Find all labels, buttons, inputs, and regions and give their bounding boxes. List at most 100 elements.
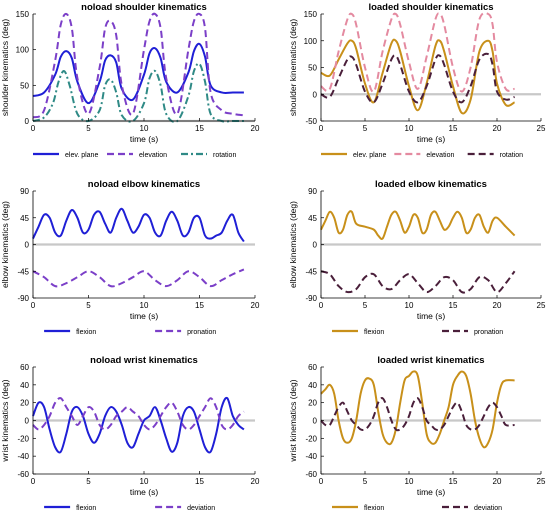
x-axis-label: time (s) (417, 311, 446, 321)
legend-label: pronation (474, 329, 503, 336)
x-tick-label: 5 (86, 301, 91, 310)
chart-title: noload wrist kinematics (90, 355, 198, 366)
x-tick-label: 25 (537, 477, 546, 486)
y-tick-label: 0 (313, 90, 318, 99)
y-tick-label: -45 (305, 267, 317, 276)
legend-label: elevation (426, 152, 454, 159)
chart-title: loaded elbow kinematics (375, 179, 487, 190)
y-tick-label: 40 (20, 381, 29, 390)
x-tick-label: 20 (251, 477, 260, 486)
x-tick-label: 20 (493, 124, 502, 133)
series-line-rotation (33, 63, 244, 122)
x-tick-label: 20 (251, 301, 260, 310)
legend-label: elev. plane (353, 152, 386, 159)
series-line-flexion (33, 209, 244, 242)
y-tick-label: -90 (305, 294, 317, 303)
x-tick-label: 15 (449, 124, 458, 133)
y-tick-label: -60 (305, 470, 317, 479)
legend-label: elev. plane (65, 152, 98, 159)
y-tick-label: 60 (20, 363, 29, 372)
series-line-elev-plane (33, 44, 244, 103)
y-tick-label: 0 (25, 117, 30, 126)
y-tick-label: 100 (304, 37, 318, 46)
y-tick-label: 20 (308, 399, 317, 408)
y-tick-label: 150 (16, 10, 30, 19)
legend-label: deviation (474, 505, 502, 512)
x-tick-label: 0 (31, 124, 36, 133)
series-line-flexion (321, 371, 515, 447)
x-tick-label: 10 (405, 477, 414, 486)
y-tick-label: 0 (25, 241, 30, 250)
x-tick-label: 25 (537, 124, 546, 133)
x-tick-label: 25 (537, 301, 546, 310)
y-tick-label: 20 (20, 399, 29, 408)
legend-label: rotation (213, 152, 236, 159)
y-tick-label: -45 (17, 267, 29, 276)
y-tick-label: 150 (304, 10, 318, 19)
y-axis-label: elbow kinematics (deg) (0, 201, 10, 288)
legend-label: elevation (139, 152, 167, 159)
y-axis-label: wrist kinematics (deg) (288, 379, 298, 462)
x-tick-label: 0 (31, 477, 36, 486)
y-axis-label: wrist kinematics (deg) (0, 379, 10, 462)
x-tick-label: 10 (140, 301, 149, 310)
series-line-pronation (321, 271, 515, 292)
x-tick-label: 10 (140, 477, 149, 486)
noload-shoulder-chart: noload shoulder kinematics 0 5 10 15 20 0 50 100… (0, 2, 260, 159)
y-tick-label: 0 (25, 417, 30, 426)
legend-label: flexion (364, 329, 384, 336)
y-tick-label: 0 (313, 241, 318, 250)
x-axis-label: time (s) (130, 311, 159, 321)
series-line-elevation (321, 13, 515, 92)
series-line-deviation (321, 398, 515, 430)
legend-label: flexion (364, 505, 384, 512)
loaded-elbow-chart: loaded elbow kinematics 0 5 10 15 20 25 -90 -45 0… (288, 179, 546, 336)
y-tick-label: -60 (17, 470, 29, 479)
x-tick-label: 10 (140, 124, 149, 133)
legend-label: flexion (76, 329, 96, 336)
x-tick-label: 0 (319, 124, 324, 133)
noload-wrist-chart: noload wrist kinematics 0 5 10 15 20 -60 -40 -20… (0, 355, 260, 512)
x-tick-label: 15 (195, 477, 204, 486)
x-tick-label: 0 (31, 301, 36, 310)
y-tick-label: -40 (305, 452, 317, 461)
legend-label: flexion (76, 505, 96, 512)
y-tick-label: -20 (17, 434, 29, 443)
x-tick-label: 0 (319, 301, 324, 310)
chart-title: loaded wrist kinematics (377, 355, 484, 366)
x-tick-label: 15 (449, 301, 458, 310)
x-tick-label: 5 (363, 124, 368, 133)
x-tick-label: 20 (251, 124, 260, 133)
x-tick-label: 10 (405, 301, 414, 310)
x-tick-label: 10 (405, 124, 414, 133)
x-tick-label: 20 (493, 301, 502, 310)
y-axis-label: shoulder kinematics (deg) (288, 19, 298, 116)
x-tick-label: 20 (493, 477, 502, 486)
series-line-deviation (33, 398, 244, 429)
x-tick-label: 5 (363, 477, 368, 486)
x-tick-label: 5 (86, 124, 91, 133)
chart-title: noload elbow kinematics (88, 179, 200, 190)
y-axis-label: shoulder kinematics (deg) (0, 19, 10, 116)
y-tick-label: 100 (16, 46, 30, 55)
series-line-elevation (33, 14, 244, 118)
series-line-flexion (321, 211, 515, 239)
series-line-pronation (33, 269, 244, 286)
x-axis-label: time (s) (417, 134, 446, 144)
x-axis-label: time (s) (130, 134, 159, 144)
y-tick-label: -90 (17, 294, 29, 303)
x-axis-label: time (s) (130, 487, 159, 497)
y-tick-label: 60 (308, 363, 317, 372)
x-axis-label: time (s) (417, 487, 446, 497)
x-tick-label: 15 (449, 477, 458, 486)
x-tick-label: 15 (195, 301, 204, 310)
y-tick-label: 50 (20, 81, 29, 90)
x-tick-label: 5 (86, 477, 91, 486)
y-tick-label: 45 (308, 214, 317, 223)
loaded-wrist-chart: loaded wrist kinematics 0 5 10 15 20 25 -60 -40 -… (288, 355, 546, 512)
y-tick-label: 0 (313, 417, 318, 426)
x-tick-label: 15 (195, 124, 204, 133)
y-tick-label: 50 (308, 64, 317, 73)
